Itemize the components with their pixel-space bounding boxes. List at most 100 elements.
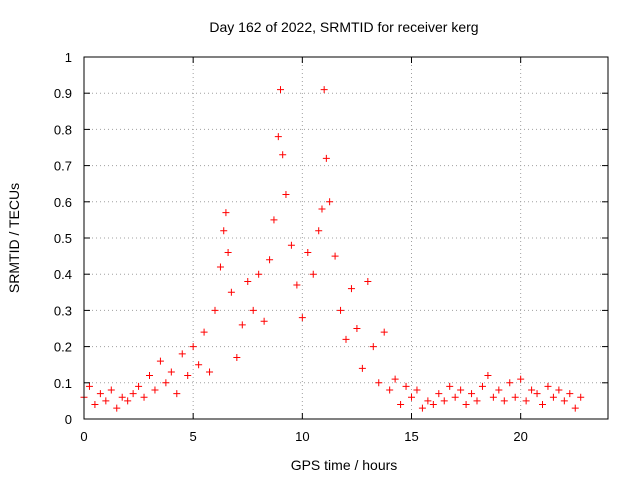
data-point [577, 393, 585, 401]
data-point [435, 390, 443, 398]
x-tick-label: 20 [513, 429, 527, 444]
data-point [91, 401, 99, 409]
x-tick-label: 15 [404, 429, 418, 444]
data-point [440, 397, 448, 405]
data-point [85, 382, 93, 390]
data-point [266, 256, 274, 264]
data-point [206, 368, 214, 376]
data-point [309, 270, 317, 278]
data-point [178, 350, 186, 358]
data-point [184, 372, 192, 380]
data-point [337, 306, 345, 314]
data-point [429, 401, 437, 409]
data-point [451, 393, 459, 401]
data-point [517, 375, 525, 383]
data-point [386, 386, 394, 394]
x-axis-title: GPS time / hours [291, 457, 398, 473]
data-point [279, 151, 287, 159]
data-point [358, 364, 366, 372]
data-point [211, 306, 219, 314]
data-point [342, 335, 350, 343]
data-point [322, 154, 330, 162]
y-tick-label: 0.5 [54, 231, 72, 246]
data-point [118, 393, 126, 401]
data-point [287, 241, 295, 249]
data-point [446, 382, 454, 390]
data-point [304, 248, 312, 256]
data-point [220, 227, 228, 235]
data-point [555, 386, 563, 394]
data-point [102, 397, 110, 405]
y-tick-label: 0.4 [54, 267, 72, 282]
data-points [80, 86, 585, 412]
data-point [549, 393, 557, 401]
data-point [224, 248, 232, 256]
data-point [238, 321, 246, 329]
data-point [489, 393, 497, 401]
y-tick-label: 0.9 [54, 86, 72, 101]
data-point [96, 390, 104, 398]
data-point [353, 325, 361, 332]
data-point [369, 343, 377, 351]
data-point [495, 386, 503, 394]
data-point [468, 390, 476, 398]
y-tick-label: 0.2 [54, 340, 72, 355]
data-point [233, 353, 241, 361]
data-point [484, 372, 492, 380]
data-point [539, 401, 546, 409]
data-point [151, 386, 159, 394]
data-point [533, 390, 541, 398]
data-point [270, 216, 278, 224]
data-point [260, 317, 268, 325]
data-point [124, 397, 132, 405]
data-point [571, 404, 579, 412]
data-point [298, 314, 306, 322]
axis-ticks: 0 5 10 15 20 0 0.1 0.2 0.3 0.4 0.5 0.6 0.7 0.8 0.9 1 [54, 50, 608, 444]
data-point [277, 86, 284, 94]
data-point [320, 86, 328, 94]
data-point [162, 379, 170, 387]
y-tick-label: 0.8 [54, 122, 72, 137]
y-tick-label: 1 [65, 50, 72, 65]
data-point [500, 397, 508, 405]
data-point [331, 252, 339, 260]
data-point [167, 368, 175, 376]
x-tick-label: 10 [295, 429, 309, 444]
data-point [391, 375, 399, 383]
data-point [249, 306, 257, 314]
data-point [173, 390, 181, 398]
data-point [522, 397, 530, 405]
data-point [293, 281, 301, 289]
data-point [107, 386, 115, 394]
chart-title: Day 162 of 2022, SRMTID for receiver ker… [209, 19, 478, 35]
data-point [408, 393, 415, 401]
plot-frame [83, 56, 609, 420]
data-point [478, 382, 486, 390]
data-point [315, 227, 323, 235]
x-tick-label: 0 [80, 429, 87, 444]
data-point [380, 328, 388, 336]
data-point [244, 277, 252, 285]
data-point [528, 386, 536, 394]
data-point [129, 390, 137, 398]
data-point [326, 198, 334, 206]
data-point [418, 404, 426, 412]
data-point [544, 382, 552, 390]
data-point [255, 270, 263, 278]
y-tick-label: 0.6 [54, 195, 72, 210]
data-point [402, 382, 410, 390]
y-tick-label: 0.1 [54, 376, 72, 391]
data-point [473, 397, 481, 405]
data-point [200, 328, 208, 336]
data-point [282, 191, 290, 199]
data-point [424, 397, 432, 405]
data-point [511, 393, 519, 401]
data-point [375, 379, 383, 387]
data-point [397, 401, 405, 409]
y-tick-label: 0 [65, 412, 72, 427]
data-point [113, 404, 121, 412]
data-point [274, 133, 282, 141]
data-point [560, 397, 568, 405]
data-point [135, 382, 143, 390]
